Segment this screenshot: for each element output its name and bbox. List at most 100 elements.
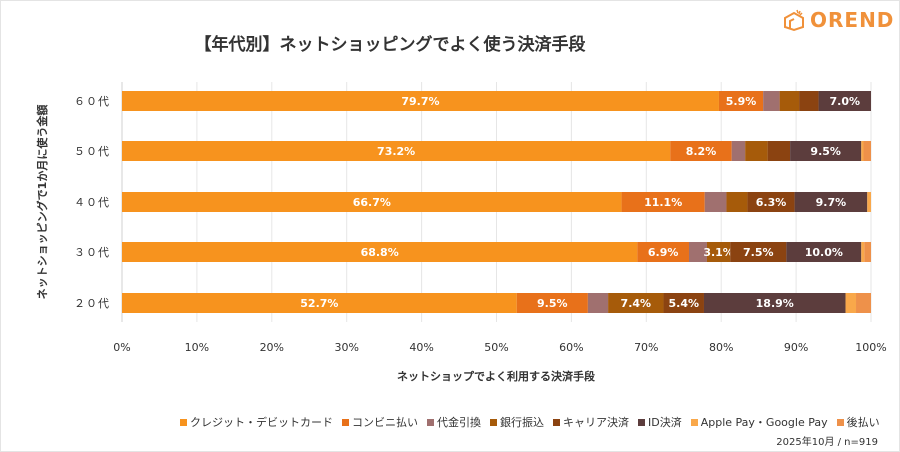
data-label: 7.0% (830, 95, 861, 108)
legend-swatch (180, 418, 187, 426)
bar-segment (818, 91, 871, 111)
legend-label: コンビニ払い (352, 416, 418, 429)
data-label: 52.7% (300, 297, 338, 310)
bar-segment (730, 242, 787, 262)
data-label: 5.9% (726, 95, 757, 108)
legend-swatch (490, 418, 497, 426)
bar-segment (704, 192, 727, 212)
legend-item: 後払い (836, 414, 880, 430)
bar-segment (747, 192, 795, 212)
house-logo-icon (784, 9, 804, 32)
bar-segment (122, 293, 517, 313)
legend-item: キャリア決済 (553, 414, 629, 430)
brand-name: OREND (810, 8, 895, 32)
data-label: 73.2% (377, 145, 415, 158)
legend-item: 代金引換 (427, 414, 481, 430)
legend-label: ID決済 (648, 416, 682, 429)
bar-segment (861, 141, 864, 161)
bar-segment (767, 141, 791, 161)
legend-label: クレジット・デビットカード (190, 416, 333, 429)
bar-segment (779, 91, 800, 111)
legend-swatch (638, 418, 645, 426)
x-tick-label: 50% (484, 341, 508, 354)
x-tick-label: 40% (409, 341, 433, 354)
y-axis-label: ネットショッピングで1か月に使う金額 (35, 105, 49, 300)
bar-segment (786, 242, 862, 262)
bar-segment (516, 293, 588, 313)
bar-segment (845, 293, 857, 313)
bar-segment (706, 242, 731, 262)
bar-segment (863, 141, 871, 161)
bar-segment (608, 293, 664, 313)
bar-segment (703, 293, 846, 313)
bar-segment (587, 293, 609, 313)
data-label: 6.3% (756, 196, 787, 209)
data-label: 9.7% (816, 196, 847, 209)
data-label: 9.5% (810, 145, 841, 158)
x-tick-label: 30% (334, 341, 358, 354)
bar-segment (122, 91, 719, 111)
legend-item: ID決済 (638, 414, 682, 430)
legend-label: 後払い (846, 416, 880, 429)
legend-swatch (836, 418, 844, 426)
bar-segment (122, 242, 638, 262)
y-tick-label: ３０代 (74, 246, 110, 259)
bar-segment (790, 141, 862, 161)
y-tick-label: ６０代 (74, 95, 110, 108)
legend-item: クレジット・デビットカード (180, 414, 333, 430)
data-label: 3.1% (703, 246, 734, 259)
y-tick-label: ２０代 (74, 297, 110, 310)
x-tick-label: 80% (709, 341, 733, 354)
x-tick-label: 60% (559, 341, 583, 354)
y-tick-label: ５０代 (74, 145, 110, 158)
bar-segment (864, 242, 871, 262)
chart-title: 【年代別】ネットショッピングでよく使う決済手段 (194, 35, 586, 55)
legend: クレジット・デビットカード コンビニ払い 代金引換 銀行振込 キャリア決済 ID決済 App… (180, 414, 880, 430)
x-tick-label: 0% (113, 341, 130, 354)
legend-label: 銀行振込 (500, 416, 544, 429)
x-tick-label: 70% (634, 341, 658, 354)
bar-segment (799, 91, 819, 111)
data-label: 7.4% (621, 297, 652, 310)
footer-note: 2025年10月 / n=919 (776, 437, 878, 448)
data-label: 9.5% (537, 297, 568, 310)
brand-logo: OREND (782, 8, 894, 32)
x-tick-label: 90% (784, 341, 808, 354)
data-label: 68.8% (361, 246, 399, 259)
bar-segment (621, 192, 705, 212)
bar-segment (745, 141, 768, 161)
x-tick-label: 20% (260, 341, 284, 354)
data-label: 66.7% (353, 196, 391, 209)
x-axis-label: ネットショップでよく利用する決済手段 (397, 369, 595, 383)
legend-label: Apple Pay・Google Pay (700, 416, 828, 429)
legend-swatch (553, 418, 560, 426)
bar-segment (856, 293, 871, 313)
data-label: 5.4% (668, 297, 699, 310)
bar-segment (794, 192, 868, 212)
legend-swatch (427, 418, 434, 426)
bar-segment (763, 91, 780, 111)
bar-segment (122, 192, 622, 212)
legend-swatch (690, 418, 698, 426)
bar-segment (718, 91, 764, 111)
x-tick-label: 10% (185, 341, 209, 354)
data-label: 11.1% (644, 196, 682, 209)
bar-segment (731, 141, 746, 161)
legend-item: Apple Pay・Google Pay (690, 414, 828, 430)
data-label: 7.5% (743, 246, 774, 259)
data-label: 18.9% (756, 297, 794, 310)
y-tick-label: ４０代 (74, 196, 110, 209)
data-label: 6.9% (648, 246, 679, 259)
data-label: 79.7% (401, 95, 439, 108)
stacked-bar-chart: 0% 10% 20% 30% 40% 50% 60% 70% 80% 90% 100% ６０代 79.7… (35, 82, 887, 383)
bar-segment (867, 192, 871, 212)
legend-item: コンビニ払い (342, 414, 418, 430)
bar-segment (726, 192, 748, 212)
bar-segment (122, 141, 671, 161)
data-label: 10.0% (805, 246, 843, 259)
legend-item: 銀行振込 (490, 414, 544, 430)
legend-swatch (342, 418, 349, 426)
bar-segment (861, 242, 865, 262)
data-label: 8.2% (686, 145, 717, 158)
legend-label: キャリア決済 (563, 416, 629, 429)
